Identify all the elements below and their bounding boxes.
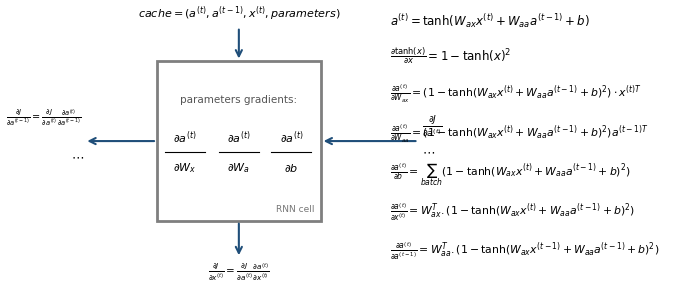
Text: $\partial W_a$: $\partial W_a$	[228, 161, 251, 175]
Text: $\frac{\partial \tanh(x)}{\partial x} = 1 - \tanh(x)^2$: $\frac{\partial \tanh(x)}{\partial x} = …	[390, 46, 512, 66]
Text: $\frac{\partial a^{(t)}}{\partial a^{(t-1)}} = W_{aa}^{T} .(1 - \tanh(W_{ax}x^{(: $\frac{\partial a^{(t)}}{\partial a^{(t-…	[390, 241, 659, 262]
Text: $\cdots$: $\cdots$	[71, 150, 85, 164]
Text: $\frac{\partial J}{\partial x^{(t)}} = \frac{\partial J}{\partial a^{(t)}} \frac: $\frac{\partial J}{\partial x^{(t)}} = \…	[208, 262, 270, 283]
Text: $\frac{\partial a^{(t)}}{\partial W_{ax}} = (1 - \tanh(W_{ax}x^{(t)} + W_{aa}a^{: $\frac{\partial a^{(t)}}{\partial W_{ax}…	[390, 84, 642, 105]
Text: $\partial W_x$: $\partial W_x$	[173, 161, 197, 175]
Bar	[157, 61, 321, 221]
Text: $\partial b$: $\partial b$	[284, 162, 298, 174]
Text: $\frac{\partial a^{(t)}}{\partial x^{(t)}} = W_{ax}^{T} .(1 - \tanh(W_{ax}x^{(t): $\frac{\partial a^{(t)}}{\partial x^{(t)…	[390, 202, 635, 223]
Text: RNN cell: RNN cell	[276, 205, 314, 214]
Text: $cache = (a^{(t)},a^{(t-1)},x^{(t)},parameters)$: $cache = (a^{(t)},a^{(t-1)},x^{(t)},para…	[138, 4, 340, 23]
Text: $\partial a^{(t)}$: $\partial a^{(t)}$	[173, 130, 197, 146]
Text: $\partial a^{(t)}$: $\partial a^{(t)}$	[279, 130, 303, 146]
Text: $\frac{\partial J}{\partial a^{(t-1)}} = \frac{\partial J}{\partial a^{(t)}} \fr: $\frac{\partial J}{\partial a^{(t-1)}} =…	[6, 107, 81, 128]
Text: $\frac{\partial a^{(t)}}{\partial b} = \sum_{batch} (1 - \tanh(W_{ax}x^{(t)} + W: $\frac{\partial a^{(t)}}{\partial b} = \…	[390, 161, 631, 188]
Text: $\frac{\partial J}{\partial a^{(t)}}$: $\frac{\partial J}{\partial a^{(t)}}$	[421, 113, 442, 140]
Text: $\partial a^{(t)}$: $\partial a^{(t)}$	[227, 130, 251, 146]
Text: parameters gradients:: parameters gradients:	[181, 95, 298, 105]
Text: $\frac{\partial a^{(t)}}{\partial W_{aa}} = (1 - \tanh(W_{ax}x^{(t)} + W_{aa}a^{: $\frac{\partial a^{(t)}}{\partial W_{aa}…	[390, 124, 648, 145]
Text: $\cdots$: $\cdots$	[421, 145, 435, 158]
Text: $a^{(t)} = \tanh(W_{ax}x^{(t)} + W_{aa}a^{(t-1)} + b)$: $a^{(t)} = \tanh(W_{ax}x^{(t)} + W_{aa}a…	[390, 13, 590, 30]
